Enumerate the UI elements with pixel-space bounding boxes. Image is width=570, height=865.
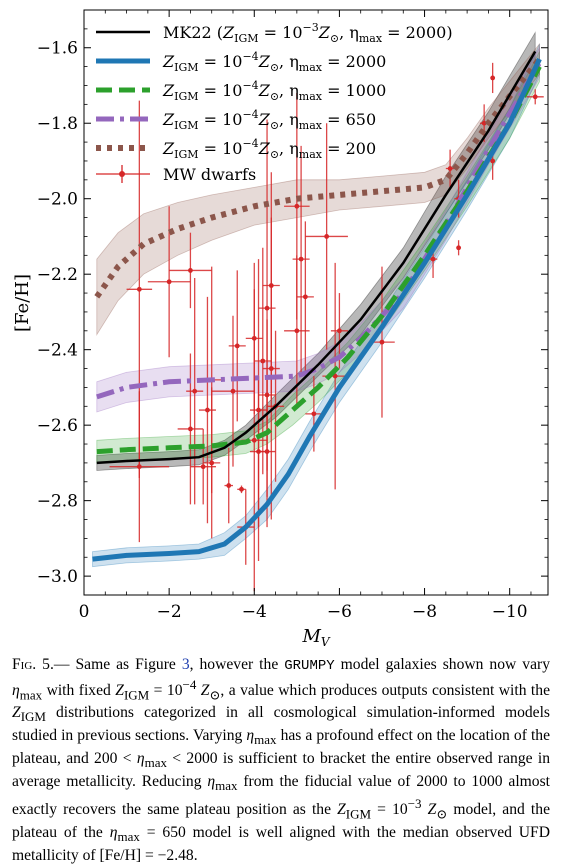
x-tick-label: −4 [242,602,267,622]
mw-dwarf-point [296,221,314,373]
x-tick-label: −8 [412,602,437,622]
y-tick-label: −3.0 [37,567,78,587]
plot-frame [83,9,549,596]
model-name: GRUMPY [284,658,335,674]
figure-reference-link[interactable]: 3 [181,656,190,673]
band-3 [96,46,540,413]
legend-entry: ZIGM = 10−4Z⊙, ηmax = 200 [162,137,376,161]
y-tick-label: −2.2 [37,265,78,285]
x-axis-label: MV [301,626,330,649]
x-tick-label: −6 [327,602,352,622]
series-line-1 [92,58,542,562]
mw-dwarf-point [284,93,310,320]
legend-entry: ZIGM = 10−4Z⊙, ηmax = 650 [162,108,376,132]
legend-entry: ZIGM = 10−4Z⊙, ηmax = 2000 [162,50,386,74]
y-tick-label: −2.0 [37,190,78,210]
x-tick-label: −2 [157,602,182,622]
mw-dwarf-point [169,232,212,309]
legend: MK22 (ZIGM = 10−3Z⊙, ηmax = 2000) ZIGM = … [96,21,453,184]
series-line-4 [94,57,542,299]
figure-caption: Fig. 5.— Same as Figure 3, however the G… [12,656,550,864]
mw-dwarf-point [445,149,455,188]
mw-dwarf-point [237,485,246,494]
mw-dwarf-point [109,391,170,543]
axis-ticks: 0 −2 −4 −6 −8 −10 −3.0 −2.8 −2.6 −2.4 −2.2 −2.0 −1.8… [37,9,548,622]
mw-dwarf-point [186,277,204,505]
mw-dwarf-point [292,145,310,373]
caption-label: Fig. 5. [12,656,54,673]
y-tick-label: −1.6 [37,39,78,59]
legend-entry: MK22 (ZIGM = 10−3Z⊙, ηmax = 2000) [163,21,453,45]
mw-dwarf-point [228,270,246,422]
mw-dwarf-point [245,262,263,414]
y-tick-label: −2.6 [37,416,78,436]
mw-dwarf-point [456,240,462,256]
band-2 [96,51,540,464]
mw-dwarf-point [262,172,280,399]
y-tick-label: −2.4 [37,341,78,361]
confidence-bands [92,31,540,568]
mw-dwarf-point [203,387,221,539]
y-axis-label: [Fe/H] [12,274,33,332]
mw-dwarf-point [305,123,348,350]
x-tick-label: 0 [79,602,90,622]
band-4 [96,42,540,336]
model-lines [92,50,542,562]
legend-entry: MW dwarfs [163,165,256,184]
x-tick-label: −10 [492,602,528,622]
y-tick-label: −1.8 [37,114,78,134]
series-line-0 [96,50,537,465]
y-tick-label: −2.8 [37,492,78,512]
mw-dwarf-point [258,319,276,471]
legend-entry: ZIGM = 10−4Z⊙, ηmax = 1000 [162,79,386,103]
mw-dwarf-point [490,62,496,94]
mw-dwarf-point [198,296,216,524]
mw-dwarf-point [224,447,233,524]
chart-figure: 0 −2 −4 −6 −8 −10 −3.0 −2.8 −2.6 −2.4 −2.2 −2.0 −1.8… [12,9,549,649]
mw-dwarf-point [526,89,544,105]
